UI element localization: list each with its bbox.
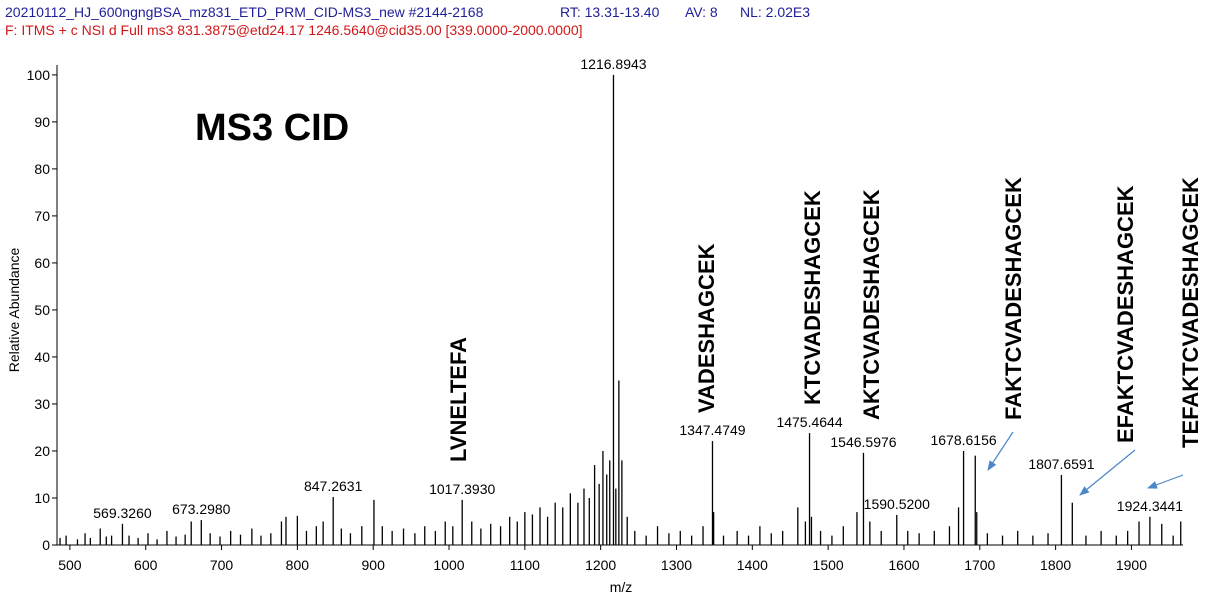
x-tick-label: 1000 (433, 557, 464, 573)
x-tick-label: 1400 (737, 557, 768, 573)
arrow (1079, 449, 1136, 496)
filter-line: F: ITMS + c NSI d Full ms3 831.3875@etd2… (5, 22, 583, 38)
sequence-annotation: KTCVADESHAGCEK (800, 190, 825, 405)
x-tick-label: 1600 (888, 557, 919, 573)
peak-label: 1590.5200 (864, 496, 930, 512)
peak-label: 673.2980 (172, 501, 231, 517)
sequence-annotation: VADESHAGCEK (694, 243, 719, 413)
y-tick-label: 90 (34, 114, 50, 130)
y-tick-label: 40 (34, 349, 50, 365)
y-tick-label: 80 (34, 161, 50, 177)
y-tick-label: 0 (42, 537, 50, 553)
y-axis-title: Relative Abundance (6, 248, 22, 373)
y-tick-label: 30 (34, 396, 50, 412)
sequence-annotation: AKTCVADESHAGCEK (859, 189, 884, 420)
arrow (1147, 474, 1184, 489)
sequence-annotation: EFAKTCVADESHAGCEK (1113, 185, 1138, 443)
header-av: AV: 8 (685, 4, 718, 20)
x-axis-title: m/z (610, 579, 633, 595)
peak-label: 1924.3441 (1117, 498, 1183, 514)
peak-label: 569.3260 (93, 505, 152, 521)
y-tick-label: 70 (34, 208, 50, 224)
peak-label: 1347.4749 (679, 422, 745, 438)
x-tick-label: 800 (286, 557, 310, 573)
header-file: 20210112_HJ_600ngngBSA_mz831_ETD_PRM_CID… (5, 4, 484, 20)
y-tick-label: 10 (34, 490, 50, 506)
y-tick-label: 20 (34, 443, 50, 459)
peak-label: 1017.3930 (429, 481, 495, 497)
x-tick-label: 1800 (1040, 557, 1071, 573)
peak-label: 1678.6156 (930, 432, 996, 448)
peak-label: 1546.5976 (830, 434, 896, 450)
sequence-annotation: FAKTCVADESHAGCEK (1001, 177, 1026, 420)
peak-label: 1807.6591 (1028, 456, 1094, 472)
x-tick-label: 500 (58, 557, 82, 573)
x-tick-label: 1500 (813, 557, 844, 573)
x-tick-label: 1100 (510, 557, 540, 573)
chart-title: MS3 CID (195, 107, 349, 149)
x-tick-label: 900 (362, 557, 386, 573)
x-tick-label: 700 (210, 557, 234, 573)
sequence-annotation: LVNELTEFA (446, 337, 471, 462)
peak-label: 1216.8943 (580, 56, 646, 72)
peak-label: 847.2631 (304, 478, 363, 494)
x-tick-label: 600 (134, 557, 158, 573)
arrow (987, 431, 1014, 471)
y-tick-label: 60 (34, 255, 50, 271)
x-tick-label: 1300 (661, 557, 692, 573)
y-tick-label: 50 (34, 302, 50, 318)
sequence-annotation: TEFAKTCVADESHAGCEK (1178, 177, 1203, 448)
header-nl: NL: 2.02E3 (740, 4, 810, 20)
peak-label: 1475.4644 (776, 414, 842, 430)
x-tick-label: 1200 (585, 557, 616, 573)
y-tick-label: 100 (27, 67, 51, 83)
header-rt: RT: 13.31-13.40 (560, 4, 660, 20)
x-tick-label: 1900 (1116, 557, 1147, 573)
x-tick-label: 1700 (964, 557, 995, 573)
